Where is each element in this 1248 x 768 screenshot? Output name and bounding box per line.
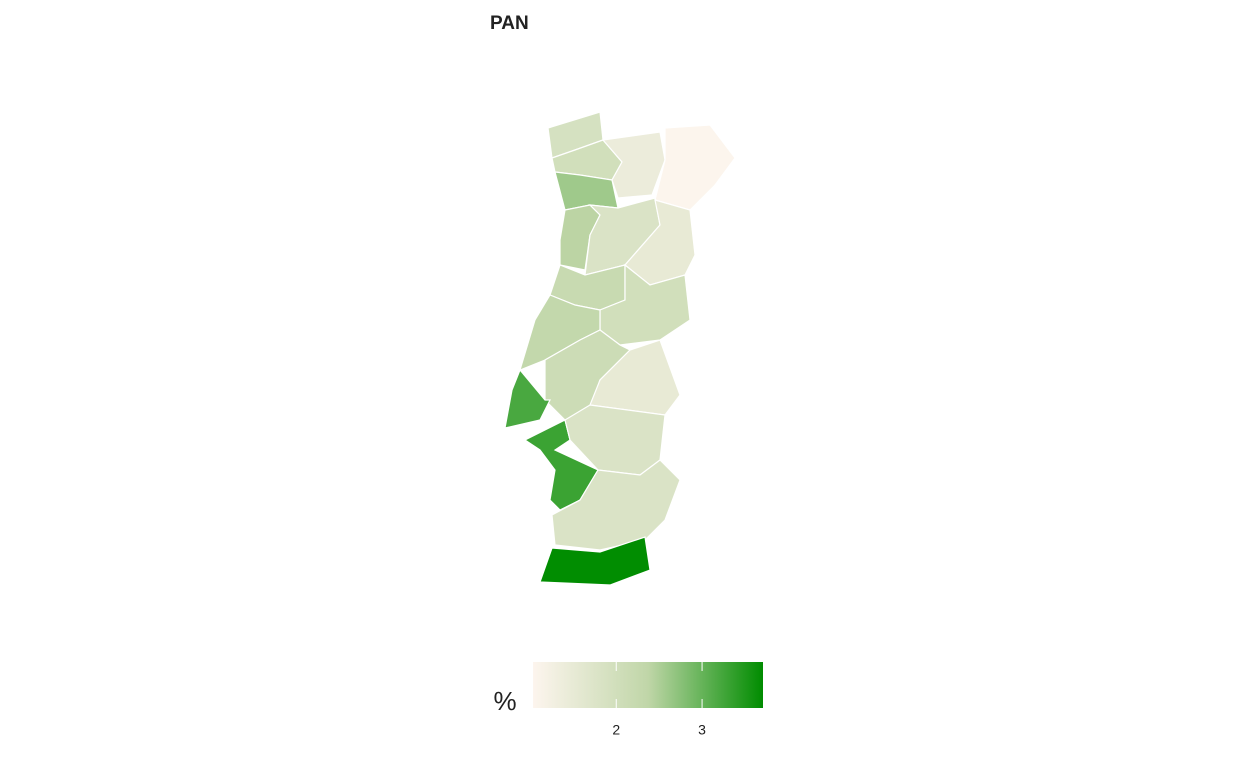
district [654, 124, 736, 211]
district [599, 263, 691, 346]
legend-title: % [493, 686, 516, 716]
colorbar-tick-label: 2 [612, 722, 620, 738]
colorbar-tick-label: 3 [698, 722, 706, 738]
district [504, 368, 551, 429]
district [601, 131, 666, 199]
colorbar [533, 662, 763, 708]
map-title: PAN [490, 13, 529, 34]
district [539, 536, 651, 586]
